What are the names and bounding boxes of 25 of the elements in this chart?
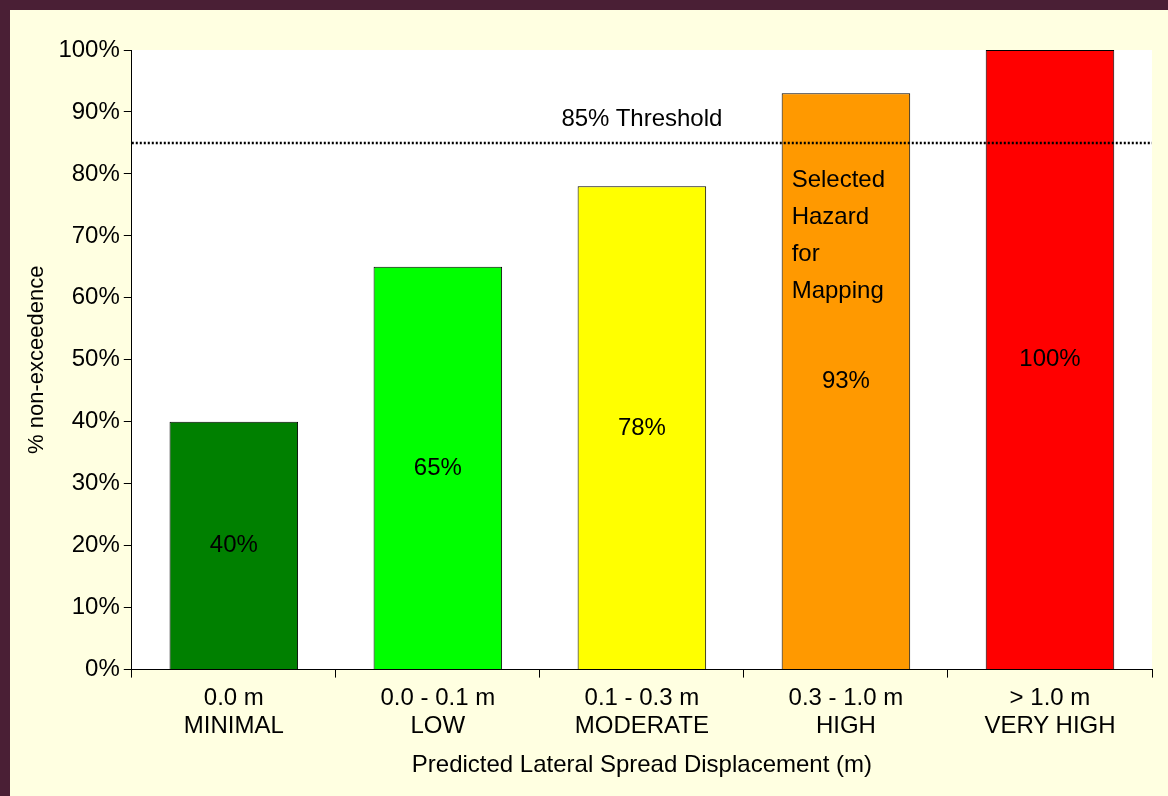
x-tick-label: 0.0 m MINIMAL (183, 682, 284, 739)
y-axis-title: % non-exceedence (23, 265, 49, 454)
x-axis-title: Predicted Lateral Spread Displacement (m) (411, 750, 872, 778)
y-tick-label: 30% (71, 468, 120, 496)
y-tick-label: 60% (71, 282, 120, 310)
y-tick-label: 70% (71, 220, 120, 248)
y-tick-label: 90% (71, 96, 120, 124)
y-tick-label: 40% (71, 406, 120, 434)
x-tick-label: > 1.0 m VERY HIGH (984, 682, 1116, 739)
data-label: 100% (1019, 344, 1081, 372)
ref-line-label: 85% Threshold (561, 103, 723, 131)
data-label: 40% (209, 530, 258, 558)
x-tick-label: 0.3 - 1.0 m HIGH (788, 682, 904, 739)
y-tick-label: 10% (71, 592, 120, 620)
x-tick-label: 0.1 - 0.3 m MODERATE (574, 682, 710, 739)
y-tick-label: 80% (71, 158, 120, 186)
y-tick-label: 0% (85, 654, 120, 682)
data-label: 78% (617, 412, 666, 440)
data-label: 93% (821, 366, 870, 394)
data-label: 65% (413, 452, 462, 480)
annotation: Selected Hazard for Mapping (791, 165, 886, 304)
x-tick-label: 0.0 - 0.1 m LOW (380, 682, 496, 739)
y-tick-label: 50% (71, 344, 120, 372)
y-tick-label: 100% (58, 34, 120, 62)
y-tick-label: 20% (71, 530, 120, 558)
